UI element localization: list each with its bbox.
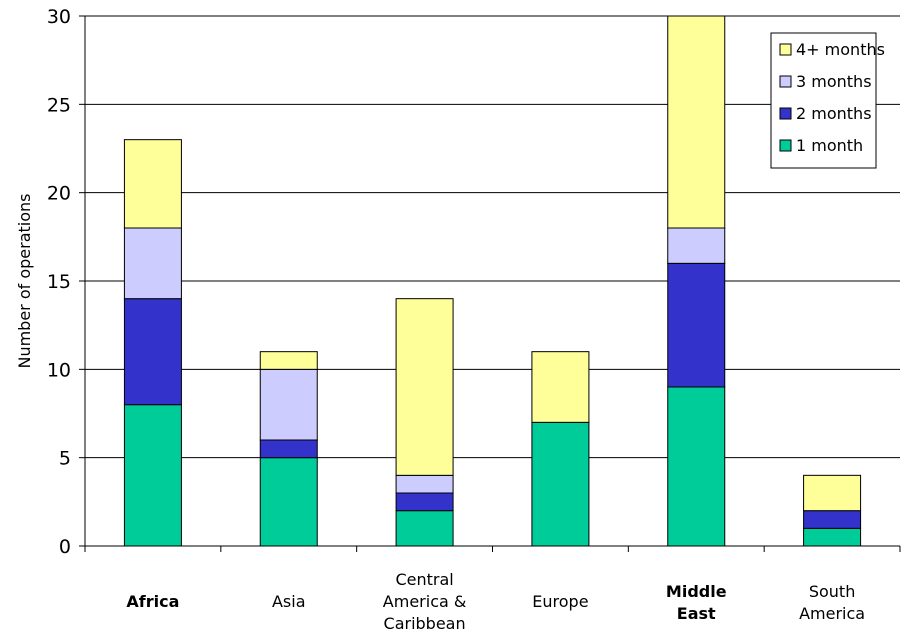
bar-africa-3-months [123,227,182,300]
bar-central-america-caribbean-1-month [395,510,454,547]
bar-south-america-4-months [803,474,862,512]
y-tick-label-15: 15 [47,271,71,293]
x-category-label-africa: Africa [126,592,179,611]
bar-south-america-2-months [803,510,862,529]
y-tick-label-30: 30 [47,6,71,28]
legend-label-2-months: 2 months [796,104,872,123]
bar-middle-east-4-months [667,15,726,229]
bar-middle-east-2-months [667,262,726,388]
y-tick-label-0: 0 [59,536,71,558]
x-category-label-asia: Asia [272,592,306,611]
bar-africa-1-month [123,404,182,547]
legend-label-1-month: 1 month [796,136,863,155]
legend: 4+ months 3 months 2 months 1 month [770,32,885,169]
bar-africa-4-months [123,139,182,229]
y-axis-title: Number of operations [15,193,34,368]
legend-swatch-2-months [779,107,792,120]
x-category-label-central-america-caribbean: Central America & Caribbean [383,570,467,633]
bar-central-america-caribbean-4-months [395,298,454,476]
bar-central-america-caribbean-3-months [395,474,454,494]
bar-asia-4-months [259,351,318,370]
bar-middle-east-3-months [667,227,726,264]
x-category-label-middle-east: Middle East [666,582,727,623]
x-category-label-europe: Europe [532,592,588,611]
x-category-labels: Africa Asia Central America & Caribbean Europ… [126,570,865,633]
y-tick-label-10: 10 [47,359,71,381]
bar-asia-2-months [259,439,318,459]
bar-asia-1-month [259,457,318,547]
bar-south-america-1-month [803,527,862,547]
y-tick-labels: 0 5 10 15 20 25 30 [47,6,71,558]
bar-middle-east-1-month [667,386,726,547]
bar-asia-3-months [259,368,318,441]
y-tick-label-5: 5 [59,448,71,470]
bar-africa-2-months [123,298,182,406]
legend-label-4-months: 4+ months [796,40,885,59]
axes [79,15,901,552]
x-category-label-south-america: South America [799,582,865,623]
bar-central-america-caribbean-2-months [395,492,454,512]
y-tick-label-25: 25 [47,94,71,116]
bar-europe-4-months [531,351,590,423]
bars [123,15,862,547]
gridlines [85,15,900,459]
legend-label-3-months: 3 months [796,72,872,91]
legend-swatch-3-months [779,75,792,88]
legend-swatch-1-month [779,139,792,152]
y-tick-label-20: 20 [47,183,71,205]
bar-europe-1-month [531,421,590,547]
legend-swatch-4-months [779,43,792,56]
